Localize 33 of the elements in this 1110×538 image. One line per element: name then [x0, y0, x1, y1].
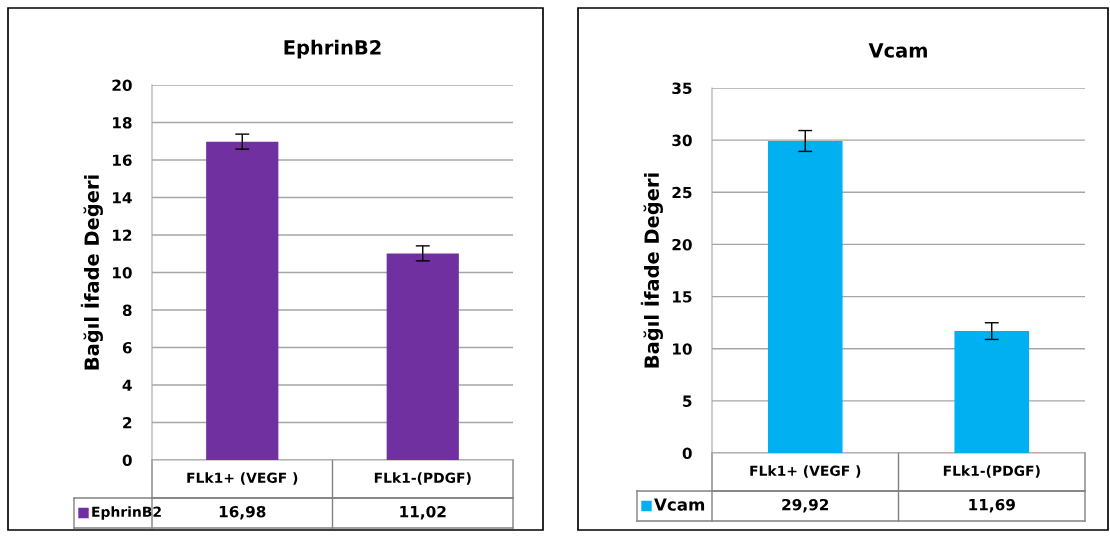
- data-label: 11,02: [400, 505, 446, 520]
- legend-label: Vcam: [654, 498, 705, 511]
- data-label: 29,92: [782, 498, 829, 513]
- y-tick-label: 14: [113, 192, 132, 204]
- y-axis-title: Bağıl İfade Değeri: [640, 173, 663, 368]
- y-tick-label: 20: [672, 238, 692, 251]
- y-tick-label: 5: [683, 395, 692, 407]
- y-tick-label: 0: [682, 447, 692, 460]
- y-tick-label: 18: [113, 116, 132, 129]
- y-tick-label: 35: [672, 82, 692, 95]
- y-tick-label: 2: [123, 416, 132, 429]
- y-tick-label: 6: [122, 341, 132, 354]
- y-axis-title: Bağıl İfade Değeri: [80, 175, 103, 370]
- x-tick-label: FLk1-(PDGF): [374, 472, 471, 485]
- y-tick-label: 20: [112, 79, 132, 92]
- y-tick-label: 4: [122, 379, 132, 391]
- y-tick-label: 8: [122, 304, 132, 317]
- x-tick-label: FLk1+ (VEGF ): [187, 472, 298, 485]
- data-label: 11,69: [969, 498, 1015, 513]
- legend-label: EphrinB2: [92, 506, 161, 520]
- chart-title: Vcam: [868, 43, 927, 58]
- y-tick-label: 12: [113, 229, 132, 241]
- y-tick-label: 0: [122, 454, 132, 467]
- y-tick-label: 10: [113, 266, 132, 279]
- x-tick-label: FLk1+ (VEGF ): [750, 465, 861, 478]
- y-tick-label: 15: [673, 291, 692, 303]
- x-tick-label: FLk1-(PDGF): [943, 465, 1040, 478]
- chart-title: EphrinB2: [284, 39, 381, 59]
- y-tick-label: 16: [113, 154, 132, 167]
- y-tick-label: 10: [673, 343, 692, 355]
- data-label: 16,98: [219, 505, 266, 520]
- y-tick-label: 30: [672, 134, 692, 147]
- y-tick-label: 25: [672, 186, 692, 199]
